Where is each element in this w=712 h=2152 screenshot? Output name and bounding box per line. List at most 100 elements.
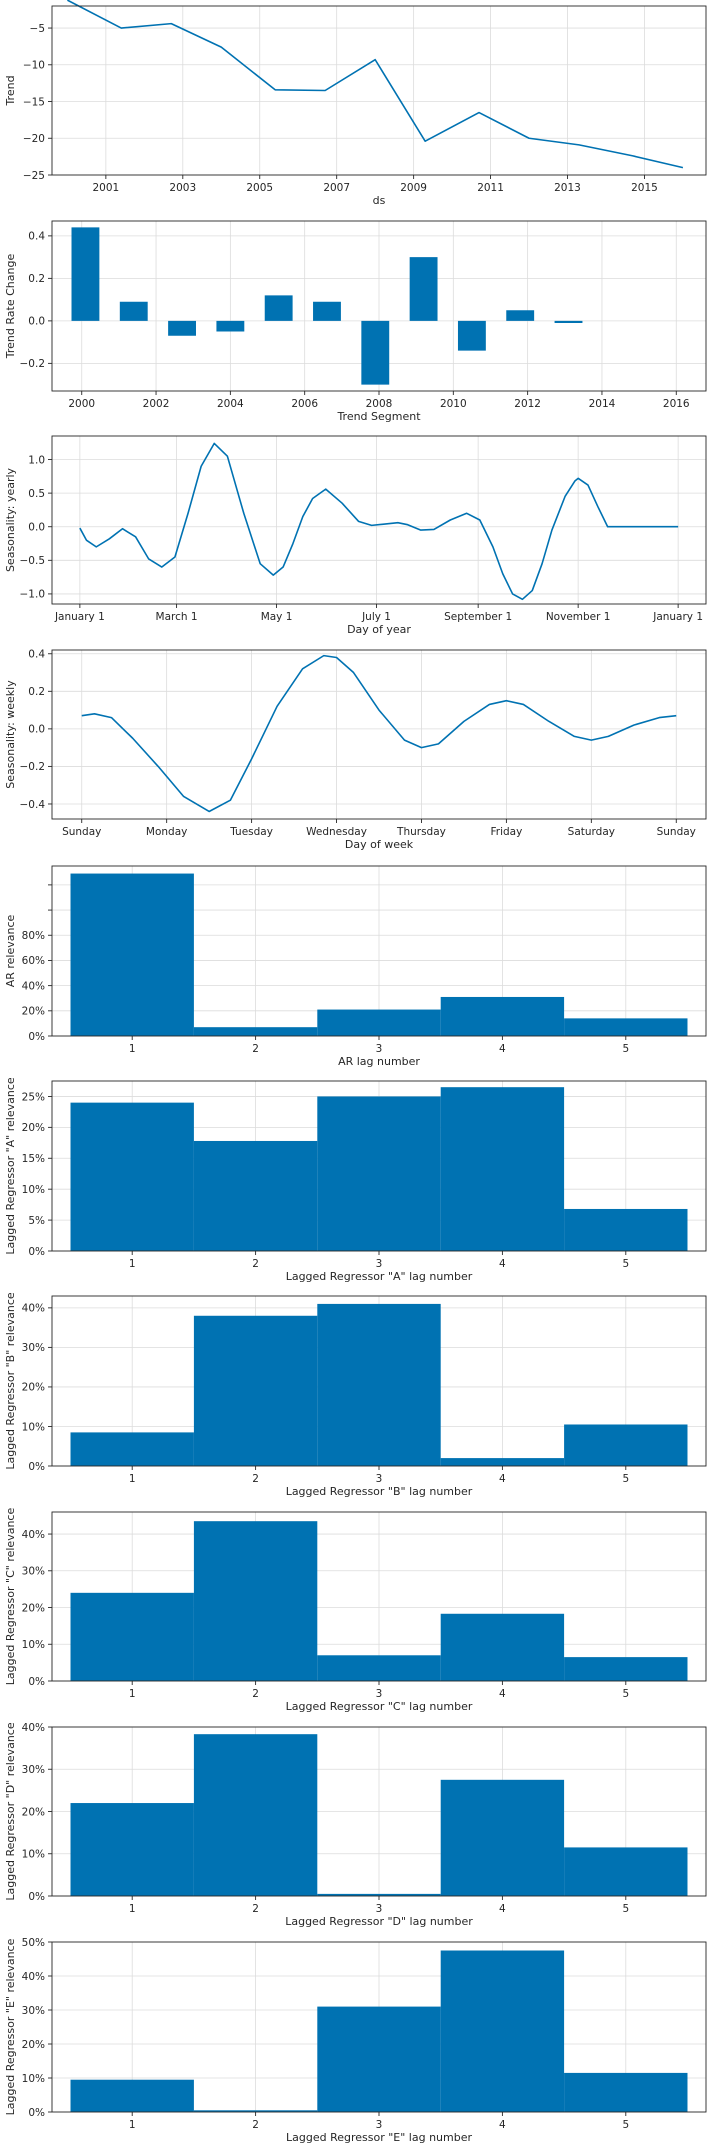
- x-tick-label: 2010: [440, 398, 467, 410]
- bar-1: [70, 1432, 194, 1466]
- bar-2: [193, 1734, 318, 1896]
- x-tick-label: 4: [499, 2119, 506, 2131]
- bar-1: [70, 1102, 194, 1251]
- y-tick-label: 20%: [22, 1006, 45, 1018]
- x-tick-label: 4: [499, 1043, 506, 1055]
- y-tick-label: 60%: [22, 955, 45, 967]
- y-tick-label: −25: [23, 170, 45, 182]
- x-tick-label: 2: [252, 1688, 259, 1700]
- bar-3: [317, 2006, 441, 2112]
- bar-1: [71, 227, 100, 321]
- chart-panel-seasonality-yearly: January 1 March 1 May 1 July 1 September 1 No…: [4, 435, 707, 636]
- y-tick-label: −0.2: [20, 358, 46, 370]
- bar-5: [564, 1424, 688, 1466]
- bar-4: [216, 320, 245, 332]
- y-tick-label: −20: [23, 133, 45, 145]
- x-tick-label: 1: [129, 1473, 136, 1485]
- bar-3: [317, 1893, 441, 1896]
- x-tick-label: Thursday: [396, 826, 446, 838]
- y-tick-label: 0%: [28, 2107, 45, 2119]
- x-tick-label: January 1: [54, 611, 105, 623]
- x-axis-label: Day of week: [345, 838, 414, 851]
- x-tick-label: 5: [622, 2119, 629, 2131]
- y-tick-label: 1.0: [28, 454, 45, 466]
- bar-1: [70, 1803, 194, 1896]
- y-tick-label: 0.2: [28, 273, 45, 285]
- x-tick-label: 2015: [631, 182, 658, 194]
- bar-5: [264, 295, 293, 321]
- x-tick-label: 3: [376, 1903, 383, 1915]
- bar-4: [440, 1779, 565, 1896]
- bar-3: [168, 320, 196, 336]
- y-tick-label: 40%: [22, 1303, 45, 1315]
- y-axis-label: Lagged Regressor "A" relevance: [4, 1077, 17, 1255]
- x-tick-label: Saturday: [568, 826, 615, 838]
- x-tick-label: 4: [499, 1258, 506, 1270]
- y-tick-label: 20%: [22, 2039, 45, 2051]
- x-tick-label: 5: [622, 1473, 629, 1485]
- x-tick-label: Wednesday: [306, 826, 367, 838]
- bar-1: [70, 2079, 194, 2112]
- bar-2: [193, 2110, 318, 2112]
- x-tick-label: 1: [129, 1688, 136, 1700]
- y-tick-label: 5%: [28, 1215, 45, 1227]
- y-tick-label: 0%: [28, 1461, 45, 1473]
- y-tick-label: 40%: [22, 1722, 45, 1734]
- y-tick-label: 0.0: [28, 522, 45, 534]
- bar-3: [317, 1303, 441, 1466]
- y-tick-label: −15: [23, 96, 45, 108]
- y-tick-label: 10%: [22, 1421, 45, 1433]
- bar-11: [554, 320, 583, 323]
- bar-2: [193, 1140, 318, 1251]
- bar-10: [506, 310, 535, 321]
- bar-1: [70, 1592, 194, 1681]
- bar-7: [361, 320, 390, 385]
- chart-panel-lagged-regressor-a: 1 2 3 4 5 0% 5% 10% 15% 20% 25% Lagged Regressor "A…: [4, 1077, 707, 1283]
- x-tick-label: 5: [622, 1258, 629, 1270]
- x-tick-label: 5: [622, 1688, 629, 1700]
- y-axis-label: Seasonality: yearly: [4, 467, 17, 572]
- x-tick-label: 2013: [554, 182, 581, 194]
- bar-2: [193, 1027, 318, 1036]
- y-tick-label: 20%: [22, 1382, 45, 1394]
- y-tick-label: 0.0: [28, 316, 45, 328]
- chart-panel-trend: 2001 2003 2005 2007 2009 2011 2013 2015 −25 −20 −1…: [4, 0, 707, 207]
- x-tick-label: 2005: [246, 182, 273, 194]
- plot-frame: [51, 5, 707, 176]
- x-tick-label: Monday: [146, 826, 187, 838]
- x-axis-label: Lagged Regressor "B" lag number: [286, 1485, 473, 1498]
- y-tick-label: −10: [23, 60, 45, 72]
- y-tick-label: 0%: [28, 1031, 45, 1043]
- x-tick-label: 2011: [477, 182, 504, 194]
- x-tick-label: 5: [622, 1903, 629, 1915]
- x-tick-label: March 1: [156, 611, 198, 623]
- x-tick-label: 2003: [169, 182, 196, 194]
- y-tick-label: −0.5: [20, 555, 46, 567]
- plot-frame: [51, 649, 707, 820]
- chart-panel-lagged-regressor-b: 1 2 3 4 5 0% 10% 20% 30% 40% Lagged Regressor "B" …: [4, 1292, 707, 1498]
- bar-3: [317, 1096, 441, 1251]
- y-tick-label: 0%: [28, 1891, 45, 1903]
- x-tick-label: 4: [499, 1903, 506, 1915]
- y-tick-label: 25%: [22, 1091, 45, 1103]
- x-axis-label: Day of year: [347, 623, 411, 636]
- bar-5: [564, 1847, 688, 1896]
- bar-2: [119, 301, 148, 321]
- x-tick-label: 2: [252, 1903, 259, 1915]
- x-axis-label: Trend Segment: [336, 410, 421, 423]
- x-tick-label: November 1: [546, 611, 611, 623]
- y-tick-label: 30%: [22, 1342, 45, 1354]
- x-axis-label: Lagged Regressor "E" lag number: [286, 2131, 472, 2144]
- y-tick-label: 40%: [22, 1971, 45, 1983]
- y-tick-label: 15%: [22, 1153, 45, 1165]
- x-tick-label: January 1: [652, 611, 703, 623]
- y-tick-label: 10%: [22, 2073, 45, 2085]
- x-tick-label: 2000: [68, 398, 95, 410]
- bar-2: [193, 1521, 318, 1681]
- x-tick-label: 2007: [323, 182, 350, 194]
- bar-3: [317, 1655, 441, 1681]
- x-tick-label: 4: [499, 1473, 506, 1485]
- bar-2: [193, 1315, 318, 1466]
- x-tick-label: 2006: [291, 398, 318, 410]
- bar-5: [564, 1657, 688, 1681]
